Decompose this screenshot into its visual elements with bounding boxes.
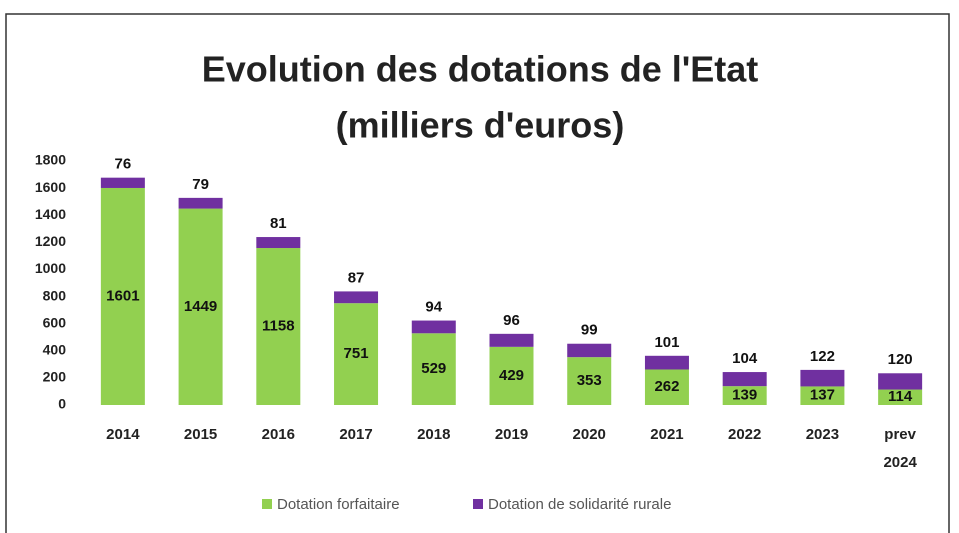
chart-frame [5,13,950,533]
y-tick-label: 1800 [35,152,66,168]
bar-segment [100,187,145,405]
value-label: 139 [732,387,757,404]
value-label: 87 [348,269,365,286]
x-tick-label: 2018 [417,426,451,443]
legend-label: Dotation de solidarité rurale [488,496,671,513]
value-label: 79 [192,176,209,193]
y-tick-label: 1400 [35,206,66,222]
value-label: 96 [503,312,520,329]
legend-swatch [262,499,272,509]
bar-segment [567,343,612,358]
bar-segment [722,372,767,387]
bar-segment [878,389,923,405]
bar-segment [411,333,456,405]
value-label: 353 [577,372,602,389]
x-tick-label: 2017 [339,426,373,443]
value-label: 120 [888,351,913,368]
bar-segment [256,237,301,249]
y-tick-label: 800 [43,287,67,303]
bar-segment [334,303,379,405]
value-label: 94 [425,299,442,316]
x-tick-label: 2016 [261,426,295,443]
value-label: 262 [654,378,679,395]
bar-segment [256,248,301,405]
bar-segment [800,386,845,405]
value-label: 122 [810,348,835,365]
value-label: 751 [344,345,369,362]
value-label: 114 [888,388,913,405]
bar-segment [334,291,379,304]
bar-segment [800,369,845,387]
value-label: 76 [115,156,132,173]
bar-segment [878,373,923,390]
y-tick-label: 0 [58,396,66,412]
bar-segment [411,320,456,334]
y-tick-label: 1000 [35,260,66,276]
x-tick-label: 2015 [183,426,218,443]
bar-segment [489,346,534,405]
bar-segment [722,386,767,405]
bar-segment [644,369,689,405]
y-tick-label: 200 [43,369,67,385]
legend-label: Dotation forfaitaire [277,496,400,513]
legend-swatch [473,499,483,509]
bar-segment [489,333,534,347]
value-label: 99 [581,322,598,339]
x-tick-label: 2020 [572,426,606,443]
value-label: 101 [654,334,679,351]
value-label: 1449 [184,298,217,315]
bar-segment [644,355,689,370]
x-tick-label: 2023 [805,426,840,443]
y-tick-label: 600 [43,314,67,330]
x-tick-label: 2022 [727,426,762,443]
x-tick-label: 2019 [494,426,529,443]
x-tick-label: prev 2024 [883,426,917,471]
chart-title: Evolution des dotations de l'Etat [202,49,759,90]
y-tick-label: 1200 [35,233,66,249]
bar-segment [567,357,612,405]
y-tick-label: 400 [43,341,67,357]
bar-segment [178,197,223,209]
value-label: 137 [810,387,835,404]
value-label: 429 [499,367,524,384]
value-label: 529 [421,360,446,377]
value-label: 1601 [106,287,139,304]
bar-segment [178,208,223,405]
chart-subtitle: (milliers d'euros) [336,105,625,146]
value-label: 81 [270,215,287,232]
y-tick-label: 1600 [35,179,66,195]
x-tick-label: 2021 [650,426,684,443]
x-tick-label: 2014 [106,426,140,443]
bar-segment [100,177,145,188]
value-label: 1158 [262,317,295,334]
value-label: 104 [732,350,758,367]
